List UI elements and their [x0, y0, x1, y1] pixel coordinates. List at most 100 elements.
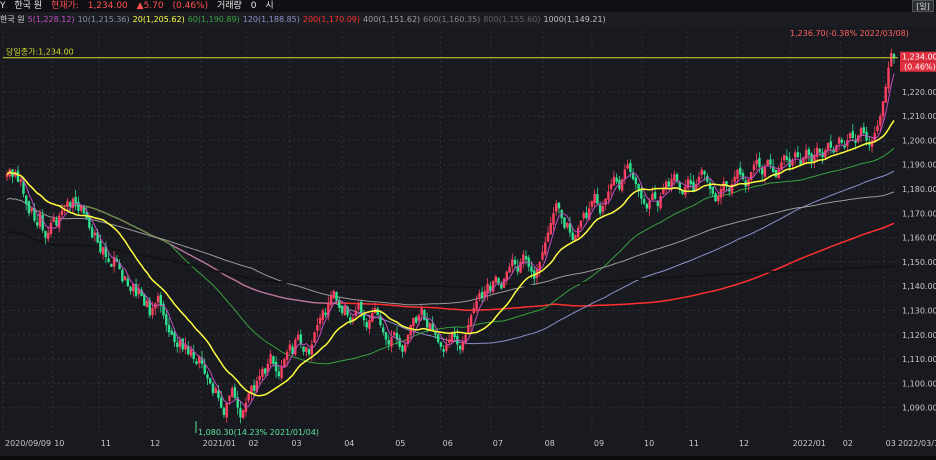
candle-body [736, 169, 739, 179]
candle-body [700, 169, 703, 175]
candle-body [90, 227, 94, 238]
candle-body [272, 356, 275, 364]
candle-body [156, 295, 160, 303]
candle-body [140, 289, 143, 296]
legend-item: 800(1,155.60) [483, 15, 541, 24]
candle-body [134, 283, 138, 296]
candle-body [406, 334, 410, 344]
candle-body [640, 189, 643, 199]
candle-body [887, 67, 890, 89]
candle-body [239, 408, 242, 418]
candle-body [294, 339, 297, 355]
candle-body [283, 359, 286, 368]
candle-body [626, 164, 629, 169]
candle-body [184, 344, 187, 350]
candle-body [876, 125, 879, 131]
pct-box [900, 61, 936, 72]
candle-body [673, 174, 676, 181]
candle-body [250, 385, 253, 394]
y-tick-label: 1,220.00 [902, 88, 936, 97]
x-tick-label: 2022/01 [793, 439, 826, 448]
candle-body [620, 179, 624, 191]
candle-body [741, 172, 745, 180]
candle-body [566, 222, 569, 228]
period-button[interactable]: [일] [912, 0, 934, 12]
x-tick-label: 02 [843, 439, 853, 448]
x-tick-label: 12 [739, 439, 749, 448]
candle-body [472, 308, 476, 313]
candle-body [88, 215, 91, 228]
candle-body [648, 201, 651, 209]
y-tick-label: 1,190.00 [902, 161, 936, 170]
candle-body [25, 195, 28, 204]
candle-body [16, 170, 20, 182]
candle-body [728, 188, 731, 192]
candle-body [423, 310, 426, 321]
candle-body [796, 152, 800, 158]
plot-background [0, 27, 936, 456]
x-tick-label: 06 [443, 439, 453, 448]
candle-body [604, 198, 607, 206]
candle-body [500, 283, 503, 289]
y-tick-label: 1,150.00 [902, 258, 936, 267]
candle-body [417, 315, 421, 321]
candle-body [274, 361, 278, 372]
candle-body [708, 182, 712, 189]
candle-body [489, 285, 492, 292]
candle-body [173, 332, 176, 343]
candle-body [447, 339, 451, 343]
x-tick-label: 03 [291, 439, 301, 448]
candle-body [667, 181, 671, 187]
candle-body [582, 213, 585, 219]
candle-body [653, 192, 657, 199]
candle-body [66, 201, 69, 207]
instrument-name: 한국 원 [14, 1, 43, 11]
last-date-label: 2022/03/11 [898, 439, 936, 448]
price-chart[interactable]: 1,090.00 1,100.00 1,110.00 1,120.00 1,130.00… [0, 27, 936, 456]
candle-body [181, 338, 184, 350]
candle-body [121, 269, 124, 282]
candle-body [793, 152, 797, 158]
candle-body [296, 334, 300, 340]
legend-item: 1000(1,149.21) [543, 15, 606, 24]
candle-body [148, 300, 151, 316]
candle-body [357, 303, 360, 310]
candle-body [758, 157, 761, 168]
candle-body [310, 344, 314, 355]
candle-body [368, 320, 371, 329]
candle-body [49, 222, 53, 234]
y-tick-label: 1,160.00 [902, 234, 936, 243]
candle-body [733, 176, 736, 182]
candle-body [763, 167, 767, 177]
candle-body [560, 210, 563, 219]
candle-body [107, 258, 110, 262]
candle-body [110, 264, 113, 267]
candle-body [126, 278, 130, 287]
candle-body [236, 397, 239, 408]
candle-body [782, 154, 786, 161]
x-tick-label: 07 [493, 439, 503, 448]
candle-body [33, 208, 36, 221]
candle-body [412, 317, 415, 327]
candle-body [214, 388, 217, 394]
candle-body [645, 203, 649, 209]
x-tick-label: 11 [689, 439, 699, 448]
ma1000-line [6, 230, 895, 288]
candle-body [832, 149, 835, 153]
candle-body [351, 317, 355, 322]
candle-body [187, 346, 190, 355]
candle-body [524, 256, 528, 260]
candle-body [151, 308, 154, 316]
candle-body [813, 154, 816, 162]
candle-body [338, 300, 341, 309]
candle-body [123, 276, 127, 280]
candle-body [19, 179, 22, 182]
candle-body [598, 205, 602, 214]
candle-body [27, 201, 31, 214]
candle-body [835, 145, 838, 153]
candle-body [453, 332, 456, 338]
x-tick-label: 02 [248, 439, 258, 448]
candle-body [612, 176, 616, 186]
pct-box-label: (0.46%) [904, 63, 936, 72]
candle-body [445, 344, 448, 351]
